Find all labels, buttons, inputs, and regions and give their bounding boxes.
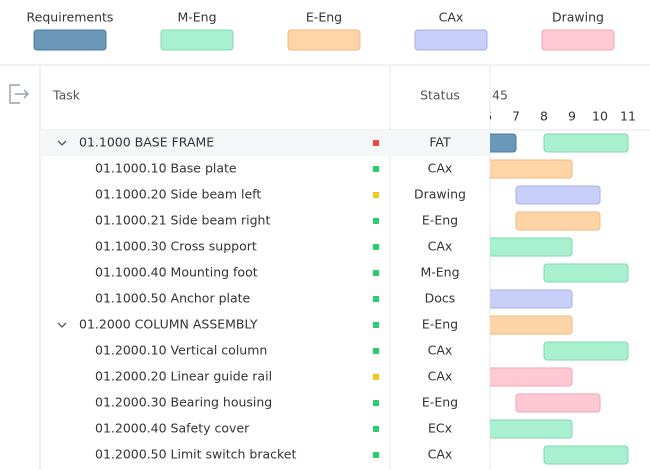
status-flag (373, 400, 379, 406)
expand-chevron[interactable] (57, 322, 67, 328)
gantt-bar[interactable] (470, 133, 517, 153)
legend-swatch (414, 29, 488, 51)
gantt-bar[interactable] (470, 419, 573, 439)
status-flag (373, 166, 379, 172)
gantt-bar[interactable] (543, 263, 629, 283)
gantt-bar[interactable] (543, 341, 629, 361)
gantt-bar[interactable] (470, 159, 573, 179)
gantt-bar[interactable] (515, 211, 601, 231)
legend-label: Drawing (552, 10, 604, 25)
gantt-bar[interactable] (470, 315, 573, 335)
row-highlight (40, 130, 490, 156)
gantt-bar[interactable] (470, 237, 573, 257)
status: E-Eng (422, 213, 458, 228)
status-flag (373, 348, 379, 354)
task-name: 01.1000.10 Base plate (95, 161, 237, 176)
legend-swatch (287, 29, 361, 51)
task-name: 01.2000.20 Linear guide rail (95, 369, 272, 384)
gantt-bar[interactable] (470, 289, 573, 309)
task-name: 01.2000.30 Bearing housing (95, 395, 272, 410)
gantt-bar[interactable] (543, 133, 629, 153)
gantt-bar[interactable] (515, 393, 601, 413)
group-task: 01.2000 COLUMN ASSEMBLY (79, 317, 258, 332)
status-flag (373, 270, 379, 276)
status: Docs (425, 291, 456, 306)
expand-chevron[interactable] (57, 140, 67, 146)
week-label: 45 (492, 88, 508, 103)
legend-swatch (541, 29, 615, 51)
gantt-bar[interactable] (515, 185, 601, 205)
status-flag (373, 374, 379, 380)
status: CAx (428, 239, 453, 254)
task-name: 01.1000.21 Side beam right (95, 213, 270, 228)
task-name: 01.2000.40 Safety cover (95, 421, 250, 436)
group-task: 01.1000 BASE FRAME (79, 135, 214, 150)
day-label: 11 (620, 109, 636, 124)
legend-swatch (33, 29, 107, 51)
gantt-bar[interactable] (470, 367, 573, 387)
status: E-Eng (422, 317, 458, 332)
status-flag (373, 192, 379, 198)
gantt-bar[interactable] (543, 445, 629, 465)
day-label: 8 (540, 109, 548, 124)
exit-icon[interactable] (9, 84, 29, 104)
task-name: 01.1000.40 Mounting foot (95, 265, 258, 280)
status-flag (373, 322, 379, 328)
status: ECx (428, 421, 452, 436)
legend-label: M-Eng (177, 10, 216, 25)
status-flag (373, 452, 379, 458)
task-name: 01.2000.10 Vertical column (95, 343, 267, 358)
status: CAx (428, 369, 453, 384)
status: Drawing (414, 187, 466, 202)
task-name: 01.1000.20 Side beam left (95, 187, 261, 202)
task-name: 01.1000.30 Cross support (95, 239, 257, 254)
status-flag (373, 218, 379, 224)
day-label: 6 (484, 109, 492, 124)
day-label: 10 (592, 109, 608, 124)
status-flag (373, 426, 379, 432)
status-header[interactable]: Status (420, 88, 460, 103)
task-name: 01.1000.50 Anchor plate (95, 291, 251, 306)
day-label: 7 (512, 109, 520, 124)
legend-label: Requirements (27, 10, 114, 25)
legend-label: CAx (439, 10, 464, 25)
status: FAT (429, 135, 451, 150)
task-header[interactable]: Task (52, 88, 81, 103)
status: CAx (428, 161, 453, 176)
status: M-Eng (420, 265, 459, 280)
task-name: 01.2000.50 Limit switch bracket (95, 447, 296, 462)
day-label: 9 (568, 109, 576, 124)
status-flag (373, 140, 379, 146)
legend-swatch (160, 29, 234, 51)
legend-label: E-Eng (306, 10, 342, 25)
status: CAx (428, 343, 453, 358)
status-flag (373, 244, 379, 250)
status-flag (373, 296, 379, 302)
status: CAx (428, 447, 453, 462)
status: E-Eng (422, 395, 458, 410)
